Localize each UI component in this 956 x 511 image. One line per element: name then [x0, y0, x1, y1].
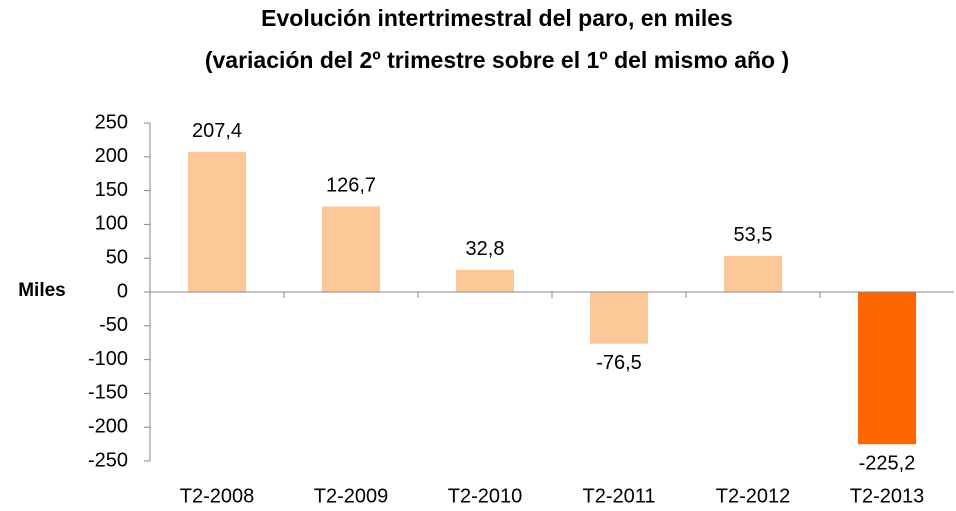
y-tick-label: 200 [95, 145, 128, 167]
bar [590, 292, 648, 344]
y-tick-label: 0 [117, 280, 128, 302]
x-tick-label: T2-2011 [582, 485, 655, 507]
chart-title: Evolución intertrimestral del paro, en m… [261, 5, 733, 31]
y-tick-label: -250 [88, 449, 128, 471]
chart-subtitle: (variación del 2º trimestre sobre el 1º … [205, 47, 789, 73]
y-tick-label: 100 [95, 213, 128, 235]
bar [456, 269, 514, 292]
y-tick-label: 150 [95, 179, 128, 201]
x-tick-label: T2-2009 [314, 485, 389, 507]
x-tick-label: T2-2012 [716, 485, 791, 507]
value-label: 53,5 [734, 224, 773, 246]
y-tick-label: -200 [88, 415, 128, 437]
y-tick-label: -150 [88, 382, 128, 404]
x-tick-label: T2-2010 [448, 485, 523, 507]
value-label: 32,8 [466, 238, 505, 260]
value-label: -225,2 [859, 453, 916, 475]
x-tick-label: T2-2013 [850, 485, 925, 507]
y-tick-label: 250 [95, 111, 128, 133]
bar [322, 206, 380, 292]
x-tick-label: T2-2008 [180, 485, 255, 507]
y-axis-label: Miles [18, 280, 66, 301]
y-tick-label: -100 [88, 348, 128, 370]
value-label: -76,5 [596, 352, 642, 374]
bar [188, 151, 246, 292]
value-label: 126,7 [326, 175, 376, 197]
value-label: 207,4 [192, 120, 242, 142]
y-tick-label: -50 [99, 314, 128, 336]
y-tick-label: 50 [106, 246, 128, 268]
bar [724, 255, 782, 292]
bar [858, 292, 916, 445]
